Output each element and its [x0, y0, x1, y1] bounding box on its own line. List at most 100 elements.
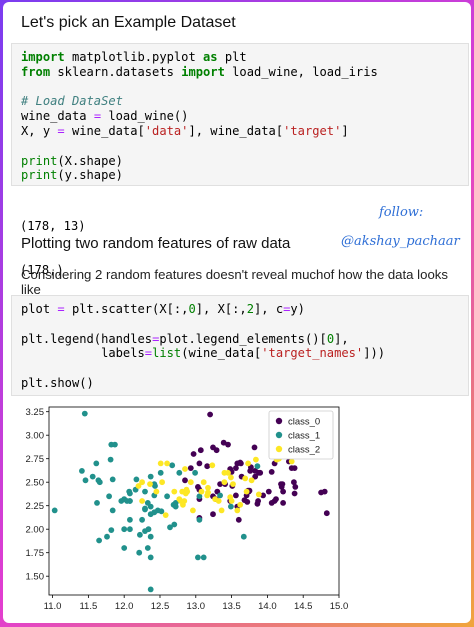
code-token: sklearn.datasets	[50, 64, 182, 79]
point-class_2	[234, 507, 241, 514]
legend-label: class_0	[288, 416, 320, 427]
point-class_0	[210, 511, 216, 518]
point-class_2	[205, 489, 211, 496]
point-class_1	[79, 468, 85, 474]
code-token: from	[21, 64, 51, 79]
point-class_2	[135, 483, 142, 489]
point-class_1	[144, 545, 151, 551]
x-tick-label: 14.0	[258, 601, 277, 612]
code-token: print	[21, 153, 58, 168]
point-class_2	[139, 498, 146, 504]
code-token: import	[21, 50, 65, 64]
point-class_1	[95, 477, 102, 484]
x-tick-label: 14.5	[294, 601, 313, 612]
point-class_0	[291, 490, 298, 497]
code-token: ], wine_data[	[188, 123, 284, 138]
author-handle: @akshay_pachaar	[341, 234, 460, 249]
code-cell-2-source[interactable]: plot = plt.scatter(X[:,0], X[:,2], c=y) …	[12, 296, 468, 391]
code-token: ], c	[254, 302, 284, 316]
code-line: X, y = wine_data['data'], wine_data['tar…	[21, 124, 468, 139]
code-token: matplotlib.pyplot	[64, 50, 204, 64]
point-class_2	[227, 494, 234, 501]
code-token: plt	[217, 50, 247, 64]
point-class_1	[217, 492, 224, 499]
point-class_1	[254, 463, 261, 470]
point-class_1	[147, 586, 154, 593]
code-token: list	[152, 346, 182, 361]
legend-marker-class_0	[275, 417, 283, 425]
y-tick-label: 2.50	[26, 478, 45, 489]
point-class_0	[291, 479, 297, 486]
code-token: ], X[:,	[195, 302, 247, 316]
x-tick-label: 13.0	[187, 601, 206, 612]
point-class_0	[244, 499, 251, 505]
plot-section-heading: Plotting two random features of raw data	[21, 235, 291, 252]
code-cell-2[interactable]: plot = plt.scatter(X[:,0], X[:,2], c=y) …	[11, 295, 469, 396]
point-class_1	[145, 526, 152, 533]
point-class_0	[237, 459, 244, 466]
code-token: labels	[21, 346, 145, 361]
point-class_0	[268, 500, 275, 506]
point-class_2	[171, 488, 178, 495]
point-class_2	[190, 507, 196, 514]
code-token: plt.legend(handles	[21, 331, 153, 346]
y-tick-label: 2.25	[26, 501, 45, 512]
point-class_1	[108, 527, 115, 533]
follow-label: follow:	[379, 205, 424, 220]
code-line: labels=list(wine_data['target_names']))	[21, 346, 468, 361]
code-token: ],	[334, 331, 349, 346]
point-class_1	[172, 500, 179, 506]
code-line	[21, 139, 468, 154]
output-line: (178,)	[20, 262, 64, 277]
point-class_2	[205, 484, 211, 491]
point-class_1	[151, 509, 158, 516]
code-line: print(y.shape)	[21, 168, 468, 183]
point-class_2	[221, 469, 228, 476]
code-token: 'target'	[283, 123, 342, 138]
point-class_1	[158, 508, 165, 515]
code-cell-1-source[interactable]: import matplotlib.pyplot as plt from skle…	[12, 44, 468, 183]
point-class_0	[233, 492, 239, 499]
point-class_0	[321, 488, 328, 495]
point-class_1	[121, 545, 128, 551]
point-class_0	[279, 481, 286, 487]
code-line: wine_data = load_wine()	[21, 109, 468, 124]
point-class_1	[121, 526, 128, 533]
point-class_1	[228, 503, 234, 510]
point-class_0	[213, 447, 220, 454]
point-class_2	[221, 479, 228, 486]
code-line: import matplotlib.pyplot as plt	[21, 50, 468, 65]
point-class_1	[137, 531, 143, 538]
point-class_1	[142, 488, 148, 495]
code-token: y)	[290, 302, 305, 316]
code-line: plt.show()	[21, 376, 468, 391]
code-token: (X.shape)	[57, 153, 123, 168]
description-paragraph: Considering 2 random features doesn't re…	[21, 267, 448, 297]
point-class_2	[212, 496, 219, 502]
legend-label: class_1	[288, 430, 320, 441]
code-token: 0	[326, 331, 335, 346]
y-tick-label: 1.75	[26, 548, 45, 559]
point-class_1	[152, 483, 158, 489]
point-class_0	[292, 484, 299, 490]
point-class_0	[207, 411, 214, 418]
point-class_1	[96, 537, 102, 544]
point-class_0	[280, 488, 286, 495]
code-token: =	[93, 109, 102, 124]
point-class_1	[127, 526, 133, 533]
point-class_1	[195, 554, 201, 561]
y-tick-label: 3.00	[26, 431, 45, 442]
code-line	[21, 361, 468, 376]
point-class_1	[133, 476, 140, 483]
point-class_0	[195, 484, 201, 490]
point-class_1	[124, 498, 130, 504]
point-class_2	[147, 481, 153, 487]
y-tick-label: 3.25	[26, 407, 45, 418]
code-cell-1[interactable]: import matplotlib.pyplot as plt from skle…	[11, 43, 469, 186]
code-token: ]))	[363, 346, 386, 361]
scatter-chart: 11.0 11.5 12.0 12.5 13.0 13.5 14.0 14.5 15.0 1.50…	[26, 406, 348, 612]
point-class_1	[240, 533, 247, 540]
point-class_0	[255, 498, 261, 504]
y-tick-label: 1.50	[26, 572, 45, 583]
point-class_0	[196, 460, 203, 467]
